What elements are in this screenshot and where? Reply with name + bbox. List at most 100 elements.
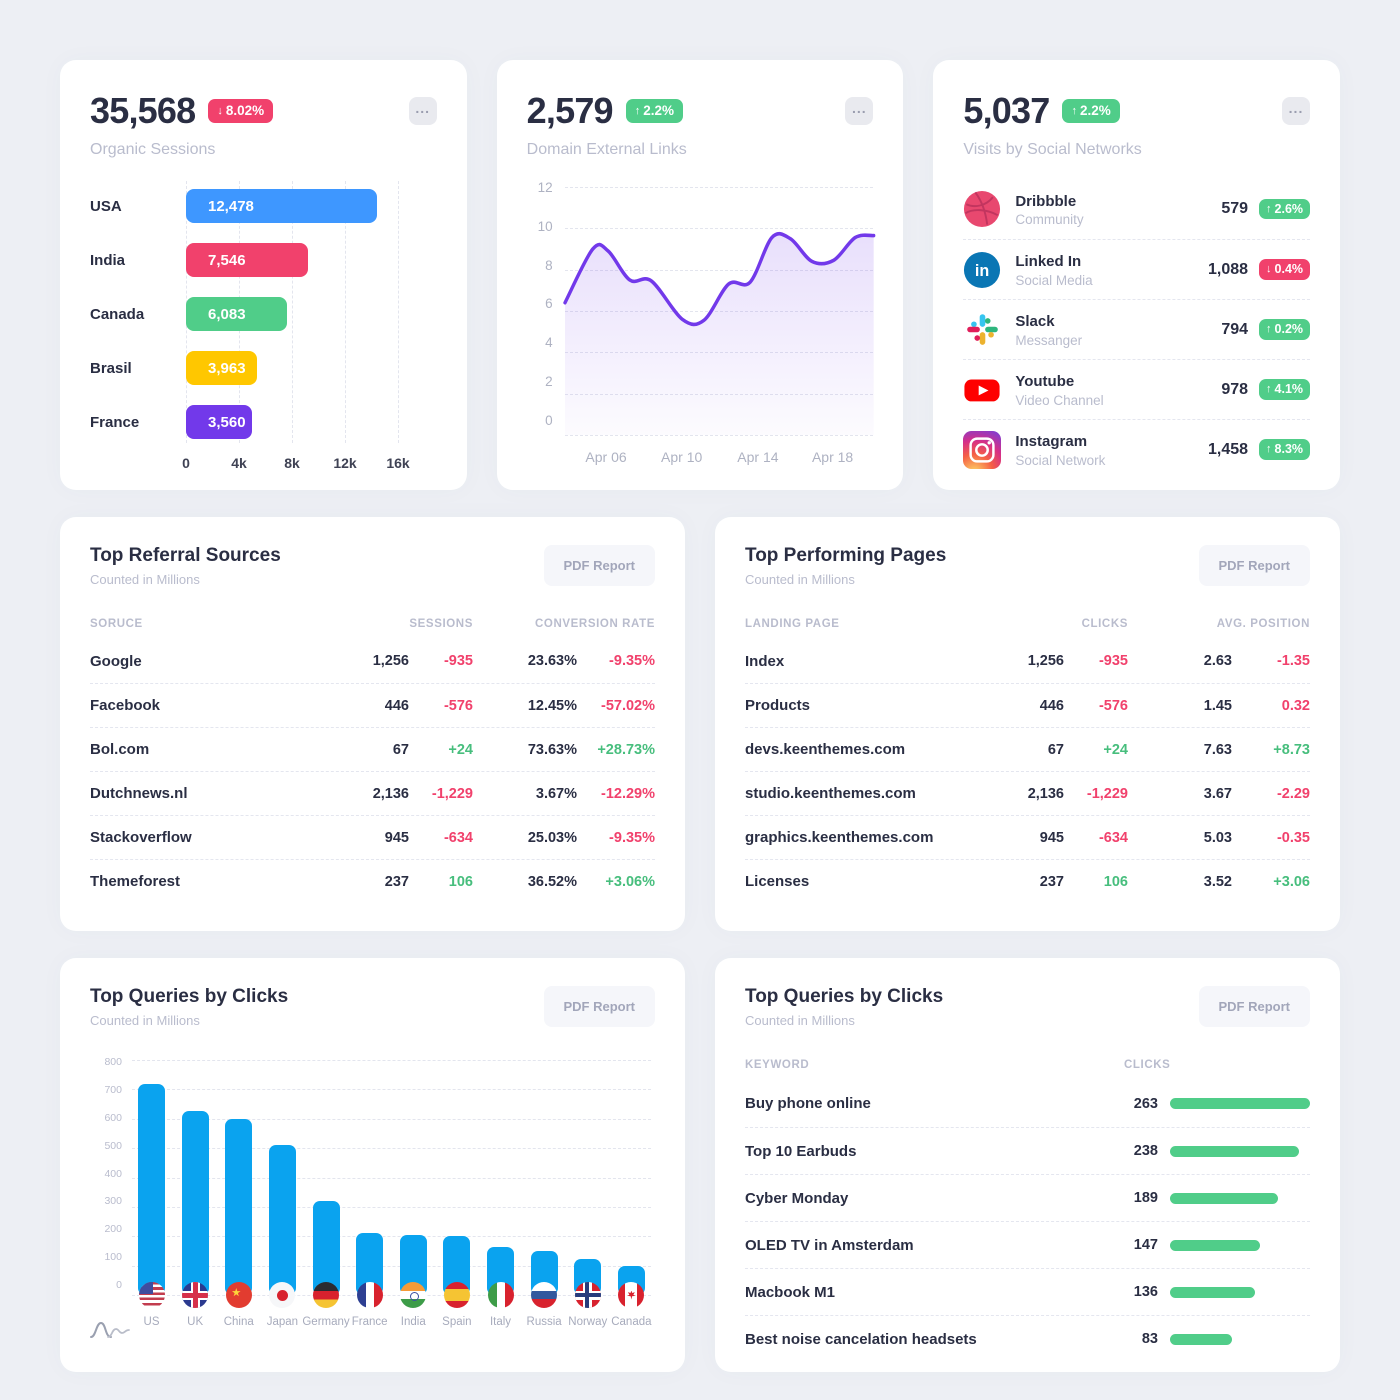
row-value-2: 25.03%: [527, 829, 577, 846]
card-title: Top Performing Pages: [745, 545, 947, 566]
country-bar-column: US: [138, 1083, 165, 1328]
gridline: [132, 1295, 651, 1296]
pdf-report-button[interactable]: PDF Report: [543, 986, 655, 1027]
y-tick-label: 12: [537, 180, 553, 195]
country-label: France: [90, 413, 140, 431]
row-value-2: 73.63%: [527, 741, 577, 758]
social-network-name: Youtube: [1015, 373, 1075, 391]
linkedin-icon: in: [963, 251, 1001, 289]
social-visits-card: 5,037 ↑ 2.2% ... Visits by Social Network…: [933, 60, 1341, 490]
up-arrow-icon: ↑: [1266, 323, 1272, 335]
keyword-label: Cyber Monday: [745, 1189, 849, 1207]
organic-sessions-card: 35,568 ↓ 8.02% ... Organic Sessions USA 12…: [60, 60, 467, 490]
kpi-row: 35,568 ↓ 8.02% ... Organic Sessions USA 12…: [60, 60, 1341, 490]
row-name: graphics.keenthemes.com: [745, 829, 934, 846]
query-bar: [268, 1145, 296, 1295]
more-options-button[interactable]: ...: [408, 97, 437, 125]
row-value: 2,136: [1027, 785, 1064, 802]
bar-value-label: 7,546: [208, 251, 246, 269]
gridline: [292, 181, 293, 443]
country-bar-column: India: [399, 1235, 427, 1328]
pdf-report-button[interactable]: PDF Report: [1198, 986, 1310, 1027]
row-name: Licenses: [745, 873, 810, 890]
more-options-button[interactable]: ...: [1282, 97, 1311, 125]
country-bar-column: Russia: [527, 1250, 562, 1328]
card-header: 2,579 ↑ 2.2% ...: [527, 90, 874, 132]
table-row: Google 1,256 -935 23.63% -9.35%: [90, 639, 655, 683]
pdf-report-button[interactable]: PDF Report: [543, 545, 655, 586]
row-value: 945: [384, 829, 409, 846]
gridline: [132, 1089, 651, 1091]
column-header-landing-page: LANDING PAGE: [745, 618, 840, 630]
table-row: Licenses 237 106 3.52 +3.06: [745, 859, 1310, 903]
external-links-delta-badge: ↑ 2.2%: [625, 99, 684, 123]
social-network-info: Linked In Social Media: [1015, 251, 1092, 288]
clicks-value: 147: [1133, 1237, 1158, 1253]
keyword-label: OLED TV in Amsterdam: [745, 1236, 914, 1254]
ellipsis-icon: ...: [1288, 99, 1304, 116]
table-row: Index 1,256 -935 2.63 -1.35: [745, 639, 1310, 683]
social-network-value: 794: [1221, 320, 1249, 338]
delta-text: 0.4%: [1274, 262, 1304, 277]
up-arrow-icon: ↑: [1266, 383, 1272, 395]
row-delta: +24: [1103, 741, 1128, 758]
country-bar-column: Italy: [487, 1246, 514, 1328]
external-links-title: Domain External Links: [526, 141, 687, 158]
x-tick-label: 12k: [333, 455, 357, 471]
country-name-label: US: [143, 1316, 160, 1328]
country-bar: 3,963: [186, 351, 258, 385]
row-delta-2: 0.32: [1281, 697, 1310, 714]
row-value: 237: [384, 873, 409, 890]
row-delta-2: +8.73: [1273, 741, 1310, 758]
flag-jp-icon: [269, 1282, 296, 1308]
social-network-value: 978: [1221, 380, 1249, 398]
instagram-icon: [963, 430, 1002, 469]
flag-cn-icon: [225, 1282, 252, 1308]
clicks-bar-wrap: [1158, 1286, 1310, 1298]
youtube-icon: [963, 371, 1001, 409]
slack-icon: [963, 311, 1001, 349]
delta-text: 0.2%: [1274, 322, 1304, 337]
row-name: Themeforest: [90, 873, 181, 890]
delta-text: 4.1%: [1274, 382, 1304, 397]
row-delta: 106: [448, 873, 473, 890]
social-visits-title: Visits by Social Networks: [963, 141, 1142, 158]
social-network-name: Dribbble: [1015, 192, 1077, 210]
clicks-bar-wrap: [1158, 1192, 1310, 1204]
delta-text: 8.3%: [1274, 442, 1304, 457]
up-arrow-icon: ↑: [1071, 104, 1077, 117]
social-network-category: Video Channel: [1015, 392, 1104, 408]
social-network-row: Instagram Social Network 1,458 ↑ 8.3%: [963, 419, 1311, 479]
keyword-row: Cyber Monday 189: [745, 1174, 1310, 1221]
table-row: Facebook 446 -576 12.45% -57.02%: [90, 683, 655, 727]
clicks-value: 136: [1133, 1284, 1158, 1300]
social-network-stats: 1,088 ↓ 0.4%: [1208, 259, 1311, 280]
country-bar-row: Canada 6,083: [90, 297, 437, 331]
row-value: 237: [1039, 873, 1064, 890]
row-delta-2: -9.35%: [609, 653, 655, 669]
row-value-2: 5.03: [1203, 829, 1232, 846]
more-options-button[interactable]: ...: [845, 97, 874, 125]
row-delta: -1,229: [1086, 785, 1128, 802]
flag-in-icon: [400, 1282, 427, 1308]
external-links-value: 2,579: [526, 90, 614, 131]
row-value: 67: [392, 741, 409, 758]
flag-es-icon: [443, 1282, 470, 1308]
social-network-stats: 1,458 ↑ 8.3%: [1208, 439, 1311, 460]
social-network-info: Youtube Video Channel: [1015, 371, 1103, 408]
clicks-bar: [1170, 1145, 1299, 1157]
card-header: Top Referral Sources Counted in Millions…: [90, 545, 655, 587]
gridline: [345, 181, 346, 443]
pdf-report-button[interactable]: PDF Report: [1198, 545, 1310, 586]
row-value: 446: [1039, 697, 1064, 714]
x-axis-ticks: 0 4k 8k 12k 16k: [182, 455, 410, 477]
social-network-name: Linked In: [1015, 253, 1082, 271]
gridline: [132, 1206, 651, 1208]
column-header-sessions: SESSIONS: [409, 618, 473, 630]
delta-text: 2.6%: [1274, 201, 1304, 216]
country-bar: 12,478: [186, 189, 377, 223]
row-delta-2: -9.35%: [609, 829, 655, 846]
card-subtitle: Counted in Millions: [745, 1013, 855, 1028]
row-value-2: 3.52: [1203, 873, 1232, 890]
